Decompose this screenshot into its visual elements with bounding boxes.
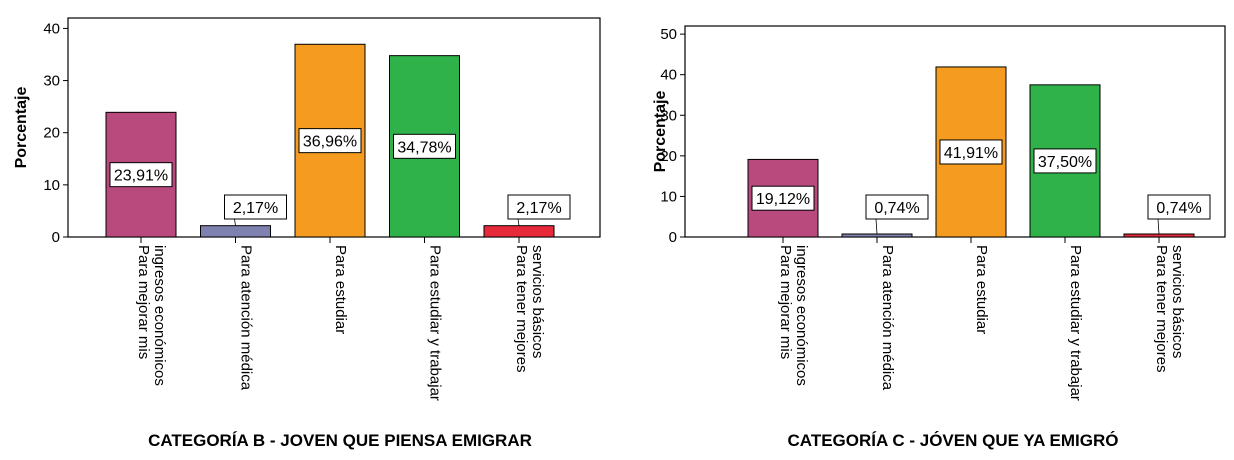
data-label: 0,74% xyxy=(1156,200,1201,217)
category-label: Para estudiar xyxy=(332,245,349,334)
y-tick-label: 0 xyxy=(52,229,60,246)
data-label: 41,91% xyxy=(944,145,998,162)
category-label: servicios básicos xyxy=(1169,245,1186,358)
label-leader xyxy=(1157,218,1160,235)
data-label-box xyxy=(224,194,287,220)
label-leader xyxy=(517,218,520,226)
y-tick-label: 20 xyxy=(660,148,677,165)
data-label: 2,17% xyxy=(233,200,278,217)
category-label: Para atención médica xyxy=(879,245,896,391)
bar xyxy=(483,225,555,238)
data-label-box xyxy=(1147,194,1211,220)
data-label-box xyxy=(507,194,571,220)
data-label: 0,74% xyxy=(874,200,919,217)
label-leader xyxy=(875,218,878,235)
y-tick-label: 50 xyxy=(660,26,677,43)
y-axis-label: Porcentaje xyxy=(13,86,30,168)
data-label: 23,91% xyxy=(114,168,168,185)
category-label: Para atención médica xyxy=(238,245,255,391)
data-label: 36,96% xyxy=(303,134,357,151)
bar xyxy=(841,233,913,238)
category-label: ingresos económicos xyxy=(151,245,168,386)
y-tick-label: 30 xyxy=(43,73,60,90)
data-label-box xyxy=(1033,148,1097,174)
data-label-box xyxy=(939,139,1003,165)
category-label: Para mejorar mis xyxy=(135,245,152,359)
category-label: Para mejorar mis xyxy=(777,245,794,359)
data-label-box xyxy=(298,128,362,154)
data-label-box xyxy=(393,133,456,159)
data-label: 37,50% xyxy=(1038,154,1092,171)
y-tick-label: 30 xyxy=(660,107,677,124)
y-tick-label: 10 xyxy=(660,188,677,205)
category-label: Para tener mejores xyxy=(1153,245,1170,373)
data-label: 2,17% xyxy=(516,200,561,217)
category-label: Para estudiar y trabajar xyxy=(1067,245,1084,401)
category-label: Para estudiar y trabajar xyxy=(427,245,444,401)
bar xyxy=(200,225,271,238)
bar xyxy=(1123,233,1195,238)
category-label: Para tener mejores xyxy=(513,245,530,373)
y-tick-label: 0 xyxy=(669,229,677,246)
category-label: ingresos económicos xyxy=(793,245,810,386)
category-label: servicios básicos xyxy=(529,245,546,358)
chart-title: CATEGORÍA B - JOVEN QUE PIENSA EMIGRAR xyxy=(148,431,532,450)
y-tick-label: 40 xyxy=(660,67,677,84)
y-tick-label: 40 xyxy=(43,20,60,37)
chart-title: CATEGORÍA C - JÓVEN QUE YA EMIGRÓ xyxy=(788,431,1119,450)
data-label-box xyxy=(865,194,929,220)
y-tick-label: 20 xyxy=(43,125,60,142)
y-tick-label: 10 xyxy=(43,177,60,194)
y-axis-label: Porcentaje xyxy=(652,90,669,172)
data-label: 19,12% xyxy=(756,191,810,208)
chart-categoria-b: 0 10 20 30 40 Porcentaje 23,91% Para mejorar mi… xyxy=(13,17,601,450)
category-label: Para estudiar xyxy=(973,245,990,334)
data-label: 34,78% xyxy=(397,139,451,156)
data-label-box xyxy=(751,185,815,211)
label-leader xyxy=(234,218,236,226)
data-label-box xyxy=(109,162,173,188)
chart-categoria-c: 0 10 20 30 40 50 Porcentaje 19,12% Para mejorar … xyxy=(652,25,1226,450)
